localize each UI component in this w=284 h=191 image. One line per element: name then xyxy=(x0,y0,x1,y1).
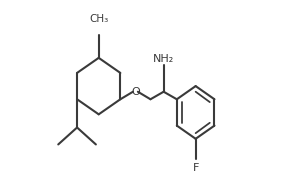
Text: F: F xyxy=(193,163,199,173)
Text: NH₂: NH₂ xyxy=(153,53,174,63)
Text: CH₃: CH₃ xyxy=(89,14,108,24)
Text: O: O xyxy=(131,87,140,97)
